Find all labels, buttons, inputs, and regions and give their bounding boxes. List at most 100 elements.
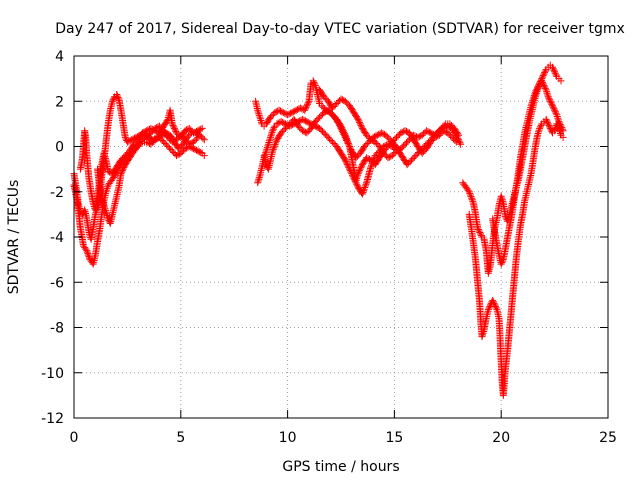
data-point [339,127,347,135]
data-point [361,184,369,191]
data-point [556,119,564,127]
data-point [121,162,129,170]
data-point [362,141,370,149]
data-point [296,124,304,132]
data-point [198,124,206,132]
data-point [268,112,276,120]
data-point [541,83,549,91]
y-axis-label: SDTVAR / TECUs [6,180,22,295]
data-point [547,126,555,134]
data-point [387,140,395,147]
data-point [267,132,275,140]
data-point [557,122,565,130]
data-point [342,133,350,141]
data-point [391,135,399,143]
data-point [270,144,278,152]
data-point [254,177,262,185]
data-point [467,193,475,201]
data-point [337,122,345,130]
data-point [269,147,277,155]
data-point [355,117,363,125]
data-point [304,100,311,108]
data-point [269,127,277,135]
data-point [191,137,199,144]
data-point [555,118,563,126]
data-point [321,130,329,138]
x-tick-labels: 0 5 10 15 20 25 [70,430,617,446]
data-point [279,118,287,126]
data-point [484,305,492,313]
data-point [265,137,273,145]
data-point [393,133,400,141]
data-point [474,226,482,233]
data-point [547,99,555,107]
grid [74,56,608,418]
data-point [194,133,202,141]
data-point [422,127,430,135]
data-point [100,203,108,211]
data-point [451,137,459,144]
data-point [292,106,300,114]
data-point [454,130,462,138]
data-point [559,133,567,141]
data-point [354,170,362,178]
data-point [343,159,351,167]
data-point [341,130,349,138]
data-point [304,118,312,126]
data-point [341,156,349,164]
x-tick-label: 5 [176,430,185,446]
data-point [367,163,375,171]
data-point [498,194,506,202]
data-point [197,133,205,141]
data-point [165,144,173,152]
data-point [345,141,353,149]
data-point [286,120,294,128]
data-point [301,105,309,113]
data-point [475,227,483,235]
data-point [546,96,554,104]
data-point [190,145,198,153]
data-point [338,124,346,132]
data-point [117,170,125,178]
data-point [551,69,559,77]
data-point [469,197,477,205]
data-point [554,116,562,124]
data-point [340,155,348,163]
data-point [191,146,199,153]
data-point [492,302,499,310]
data-point [485,304,493,312]
data-point [113,92,121,100]
data-point [474,224,482,232]
data-point [546,124,554,132]
data-point [320,93,328,101]
data-point [398,143,406,151]
data-point [273,120,281,128]
data-point [452,138,460,146]
data-point [466,191,474,199]
data-point [415,133,423,141]
data-point [118,168,126,176]
data-point [466,189,474,197]
data-point [404,137,412,145]
data-point [439,123,447,131]
y-tick-label: -2 [50,185,64,201]
data-point [362,180,370,188]
data-point [427,138,435,146]
data-point [191,128,199,136]
data-point [197,149,205,156]
data-point [552,109,560,117]
y-tick-label: -8 [50,321,64,337]
data-point [549,102,556,110]
data-point [385,153,393,161]
data-point [344,138,352,146]
data-point [311,80,319,88]
data-point [291,107,299,115]
data-point [178,133,186,141]
data-point [477,232,485,239]
data-point [455,131,462,139]
data-point [410,153,418,161]
data-point [476,229,484,236]
data-point [551,68,559,76]
data-point [552,71,560,79]
